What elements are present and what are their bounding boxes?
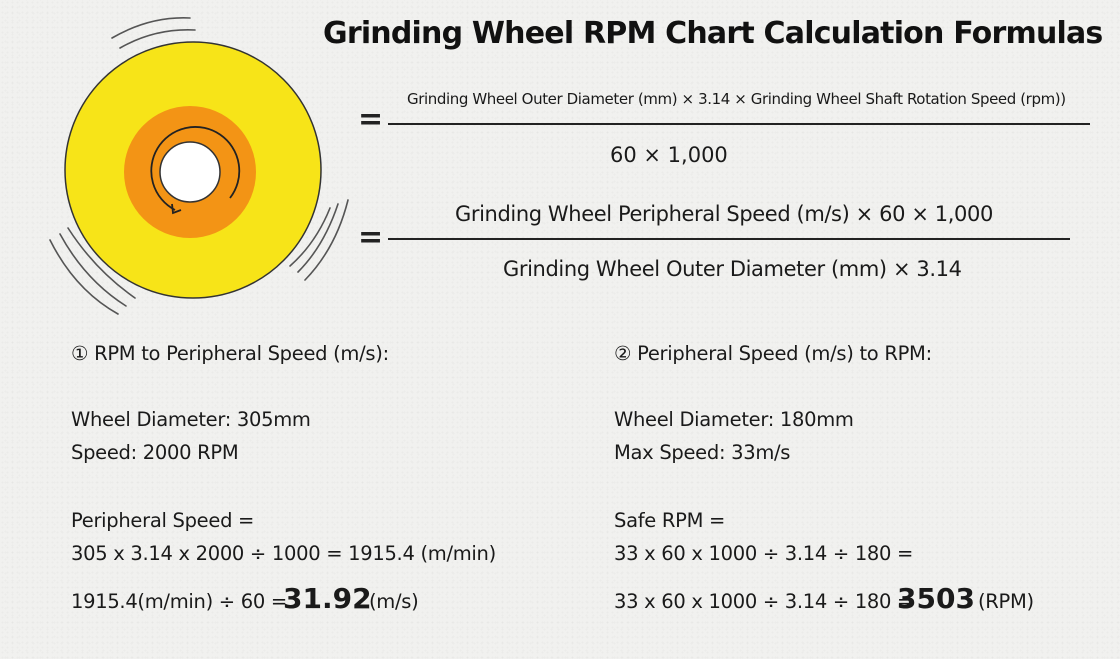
wheel-hub bbox=[160, 142, 220, 202]
equals-sign-1: = bbox=[358, 102, 383, 137]
left-result-label: Peripheral Speed = bbox=[71, 509, 254, 532]
formula2-numerator: Grinding Wheel Peripheral Speed (m/s) × … bbox=[455, 202, 993, 226]
right-step2-prefix: 33 x 60 x 1000 ÷ 3.14 ÷ 180 = bbox=[614, 590, 913, 613]
right-step1: 33 x 60 x 1000 ÷ 3.14 ÷ 180 = bbox=[614, 542, 913, 565]
equals-sign-2: = bbox=[358, 220, 383, 255]
formula1-numerator: Grinding Wheel Outer Diameter (mm) × 3.1… bbox=[407, 90, 1066, 108]
right-result-unit: (RPM) bbox=[978, 590, 1034, 613]
right-wheel-diameter: Wheel Diameter: 180mm bbox=[614, 408, 854, 431]
formula2-fraction-bar bbox=[388, 238, 1070, 240]
formula1-denominator: 60 × 1,000 bbox=[610, 143, 728, 167]
left-wheel-diameter: Wheel Diameter: 305mm bbox=[71, 408, 311, 431]
right-max-speed: Max Speed: 33m/s bbox=[614, 441, 790, 464]
left-result-unit: (m/s) bbox=[369, 590, 418, 613]
left-speed: Speed: 2000 RPM bbox=[71, 441, 238, 464]
formula2-denominator: Grinding Wheel Outer Diameter (mm) × 3.1… bbox=[503, 257, 962, 281]
left-result-value: 31.92 bbox=[283, 582, 372, 615]
right-result-value: 3503 bbox=[897, 582, 975, 615]
page-title: Grinding Wheel RPM Chart Calculation For… bbox=[323, 16, 1013, 51]
formula1-fraction-bar bbox=[388, 123, 1090, 125]
left-example-heading: ① RPM to Peripheral Speed (m/s): bbox=[71, 342, 389, 365]
left-step1: 305 x 3.14 x 2000 ÷ 1000 = 1915.4 (m/min… bbox=[71, 542, 496, 565]
left-step2-prefix: 1915.4(m/min) ÷ 60 = bbox=[71, 590, 287, 613]
right-result-label: Safe RPM = bbox=[614, 509, 725, 532]
grinding-wheel-illustration bbox=[40, 8, 360, 318]
right-example-heading: ② Peripheral Speed (m/s) to RPM: bbox=[614, 342, 932, 365]
